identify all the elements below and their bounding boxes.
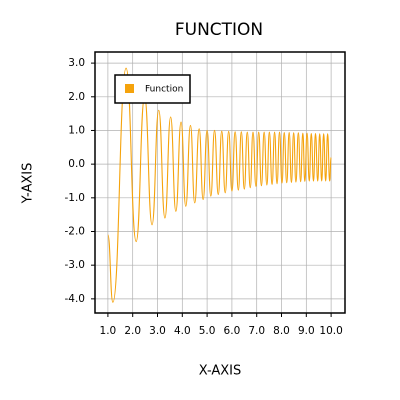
y-axis-label: Y-AXIS [21, 163, 36, 205]
x-tick-label: 10.0 [319, 325, 342, 337]
x-tick-label: 6.0 [224, 325, 241, 337]
x-tick-label: 1.0 [100, 325, 117, 337]
y-tick-label: -1.0 [65, 192, 86, 204]
plot [107, 67, 332, 303]
y-tick-label: 2.0 [68, 91, 85, 103]
x-tick-label: 8.0 [273, 325, 290, 337]
y-tick-label: -2.0 [65, 226, 86, 238]
x-tick-label: 2.0 [124, 325, 141, 337]
plot-frame [94, 51, 346, 314]
x-tick-label: 3.0 [149, 325, 166, 337]
legend: Function [114, 74, 191, 104]
x-tick-label: 9.0 [298, 325, 315, 337]
line-series [107, 67, 332, 303]
x-tick-label: 4.0 [174, 325, 191, 337]
y-tick-label: -3.0 [65, 259, 86, 271]
legend-label: Function [145, 85, 183, 95]
y-tick-label: 0.0 [68, 158, 85, 170]
legend-swatch [125, 84, 134, 93]
x-tick-label: 7.0 [248, 325, 265, 337]
x-axis-label: X-AXIS [199, 364, 242, 379]
y-tick-label: 1.0 [68, 124, 85, 136]
x-tick-label: 5.0 [199, 325, 216, 337]
chart-title: FUNCTION [175, 20, 263, 40]
y-tick-label: 3.0 [68, 57, 85, 69]
y-tick-label: -4.0 [65, 293, 86, 305]
